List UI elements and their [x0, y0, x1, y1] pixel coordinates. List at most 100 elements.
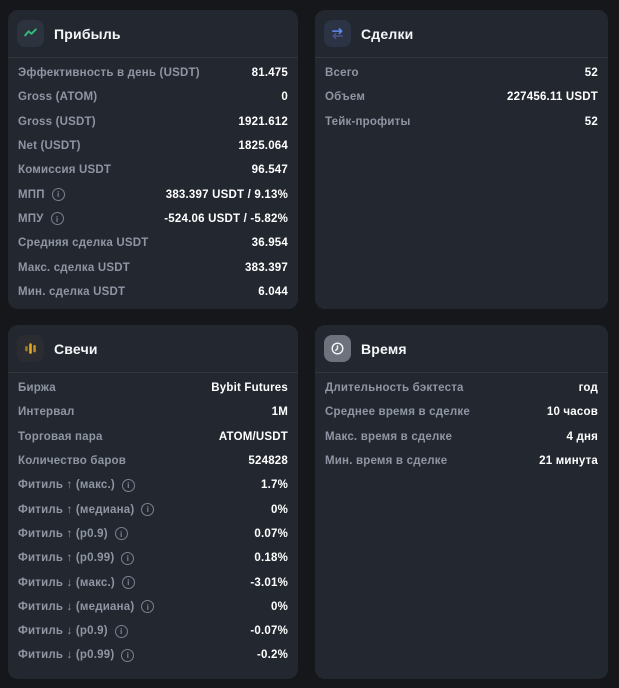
- info-icon[interactable]: i: [114, 624, 128, 638]
- stat-value: 0.07%: [254, 527, 288, 540]
- stat-value: 10 часов: [546, 406, 598, 419]
- stat-label: Длительность бэктеста: [325, 382, 464, 395]
- card-profit-body: Эффективность в день (USDT) 81.475 Gross (…: [8, 58, 298, 309]
- stat-label: Фитиль ↓ (макс.) i: [18, 576, 135, 590]
- stat-row: Количество баров 524828: [18, 449, 288, 473]
- stat-row: Фитиль ↓ (p0.99) i -0.2%: [18, 643, 288, 667]
- stat-label: Gross (ATOM): [18, 91, 98, 104]
- stat-label: Фитиль ↓ (p0.9) i: [18, 624, 128, 638]
- stat-value: 52: [584, 67, 598, 80]
- stat-row: Торговая пара ATOM/USDT: [18, 425, 288, 449]
- trend-up-icon: [17, 20, 44, 47]
- stat-row: МПУ i -524.06 USDT / -5.82%: [18, 207, 288, 231]
- stat-row: Фитиль ↑ (p0.99) i 0.18%: [18, 546, 288, 570]
- card-title: Время: [361, 340, 407, 357]
- card-candles-body: Биржа Bybit Futures Интервал 1M Торговая пар…: [8, 373, 298, 676]
- stat-value: 81.475: [251, 67, 288, 80]
- stat-label: Макс. время в сделке: [325, 430, 453, 443]
- stat-row: Среднее время в сделке 10 часов: [325, 400, 598, 424]
- stat-value: 383.397: [245, 261, 288, 274]
- stat-label: Биржа: [18, 382, 56, 395]
- candlestick-icon: [17, 335, 44, 362]
- stat-label: Комиссия USDT: [18, 164, 112, 177]
- stat-value: -524.06 USDT / -5.82%: [164, 212, 288, 225]
- info-icon[interactable]: i: [141, 503, 155, 517]
- stat-label: Интервал: [18, 406, 75, 419]
- stat-row: Средняя сделка USDT 36.954: [18, 231, 288, 255]
- info-icon[interactable]: i: [121, 648, 135, 662]
- info-icon[interactable]: i: [141, 600, 155, 614]
- stat-row: Gross (USDT) 1921.612: [18, 110, 288, 134]
- card-time-body: Длительность бэктеста год Среднее время в …: [315, 373, 608, 481]
- info-icon[interactable]: i: [121, 478, 135, 492]
- stat-value: 227456.11 USDT: [506, 91, 598, 104]
- stat-value: 36.954: [251, 237, 288, 250]
- stat-value: 4 дня: [566, 430, 598, 443]
- stat-value: 0%: [270, 503, 288, 516]
- stat-value: 0.18%: [254, 552, 288, 565]
- stat-value: 1825.064: [238, 140, 288, 153]
- stat-row: Фитиль ↑ (p0.9) i 0.07%: [18, 522, 288, 546]
- stat-label: Gross (USDT): [18, 115, 96, 128]
- stat-value: 0: [281, 91, 288, 104]
- stat-row: Объем 227456.11 USDT: [325, 85, 598, 109]
- stat-row: Net (USDT) 1825.064: [18, 134, 288, 158]
- card-time: Время Длительность бэктеста год Среднее вр…: [315, 325, 608, 679]
- stat-label: Фитиль ↑ (p0.9) i: [18, 527, 128, 541]
- card-profit: Прибыль Эффективность в день (USDT) 81.47…: [8, 10, 298, 309]
- stat-value: 96.547: [251, 164, 288, 177]
- card-title: Сделки: [361, 25, 414, 42]
- stat-row: Мин. сделка USDT 6.044: [18, 280, 288, 304]
- stat-value: ATOM/USDT: [218, 430, 288, 443]
- stat-value: 524828: [248, 455, 288, 468]
- stat-label: Фитиль ↑ (макс.) i: [18, 478, 135, 492]
- stat-value: 21 минута: [539, 455, 598, 468]
- stat-row: Тейк-профиты 52: [325, 110, 598, 134]
- stat-value: -0.2%: [256, 649, 288, 662]
- stat-label: Количество баров: [18, 455, 127, 468]
- stat-row: Мин. время в сделке 21 минута: [325, 449, 598, 473]
- stat-row: Фитиль ↓ (медиана) i 0%: [18, 595, 288, 619]
- stat-label: Средняя сделка USDT: [18, 237, 149, 250]
- stat-label: Макс. сделка USDT: [18, 261, 130, 274]
- stat-value: 0%: [270, 600, 288, 613]
- stat-row: Gross (ATOM) 0: [18, 85, 288, 109]
- info-icon[interactable]: i: [121, 551, 135, 565]
- stat-label: Net (USDT): [18, 140, 81, 153]
- stat-label: Торговая пара: [18, 430, 103, 443]
- stat-value: год: [578, 382, 598, 395]
- card-candles-header: Свечи: [8, 325, 298, 373]
- swap-arrows-icon: [324, 20, 351, 47]
- card-time-header: Время: [315, 325, 608, 373]
- stat-value: Bybit Futures: [211, 382, 288, 395]
- card-profit-header: Прибыль: [8, 10, 298, 58]
- stat-row: Фитиль ↓ (макс.) i -3.01%: [18, 570, 288, 594]
- stat-label: Тейк-профиты: [325, 115, 411, 128]
- card-candles: Свечи Биржа Bybit Futures Интервал 1M Торгов…: [8, 325, 298, 679]
- stat-row: Фитиль ↑ (медиана) i 0%: [18, 497, 288, 521]
- card-title: Прибыль: [54, 25, 121, 42]
- stat-label: Всего: [325, 67, 359, 80]
- info-icon[interactable]: i: [50, 212, 64, 226]
- info-icon[interactable]: i: [121, 576, 135, 590]
- stat-value: -0.07%: [250, 625, 288, 638]
- stat-label: Объем: [325, 91, 366, 104]
- stat-row: Комиссия USDT 96.547: [18, 158, 288, 182]
- stat-value: 6.044: [258, 285, 288, 298]
- info-icon[interactable]: i: [51, 188, 65, 202]
- clock-icon: [324, 335, 351, 362]
- stat-row: Всего 52: [325, 61, 598, 85]
- stat-value: 52: [584, 115, 598, 128]
- stat-label: Фитиль ↑ (медиана) i: [18, 503, 155, 517]
- stat-value: 1921.612: [238, 115, 288, 128]
- stat-label: Фитиль ↓ (медиана) i: [18, 600, 155, 614]
- stat-row: Длительность бэктеста год: [325, 376, 598, 400]
- stat-value: -3.01%: [250, 576, 288, 589]
- stat-row: Фитиль ↓ (p0.9) i -0.07%: [18, 619, 288, 643]
- info-icon[interactable]: i: [114, 527, 128, 541]
- stat-label: Среднее время в сделке: [325, 406, 470, 419]
- card-trades: Сделки Всего 52 Объем 227456.11 USDT Тейк-пр…: [315, 10, 608, 309]
- stat-row: Макс. сделка USDT 383.397: [18, 255, 288, 279]
- stat-row: Эффективность в день (USDT) 81.475: [18, 61, 288, 85]
